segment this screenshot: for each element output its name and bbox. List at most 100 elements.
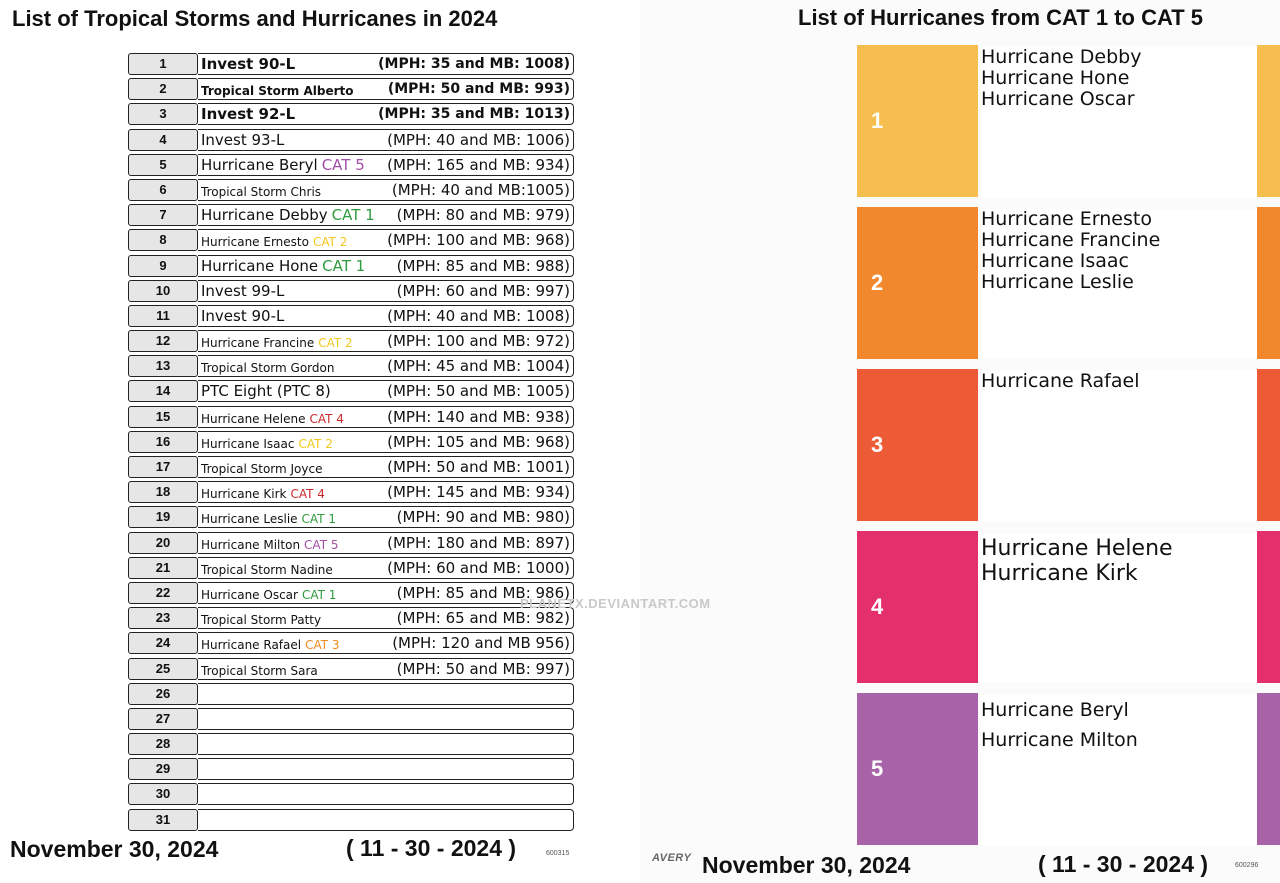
storm-name: Invest 99-L bbox=[201, 282, 288, 301]
storm-name: Tropical Storm Joyce bbox=[201, 460, 326, 479]
storm-category: CAT 1 bbox=[322, 256, 366, 275]
category-block-2: 2 Hurricane Ernesto Hurricane Francine Hurr… bbox=[857, 207, 1261, 359]
storm-name-text: Hurricane Leslie bbox=[201, 512, 298, 527]
page-title-left: List of Tropical Storms and Hurricanes i… bbox=[12, 6, 498, 31]
storm-stats: (MPH: 120 and MB 956) bbox=[392, 634, 570, 653]
category-number: 2 bbox=[871, 270, 884, 295]
footer-date-left: November 30, 2024 bbox=[10, 836, 219, 862]
row-number: 15 bbox=[128, 405, 198, 428]
row-number: 3 bbox=[128, 103, 198, 126]
row-number: 7 bbox=[128, 204, 198, 227]
row-number: 14 bbox=[128, 380, 198, 403]
storm-stats: (MPH: 60 and MB: 1000) bbox=[387, 558, 570, 577]
table-row: 8 Hurricane Ernesto CAT 2 (MPH: 100 and MB:… bbox=[126, 228, 576, 253]
table-row: 28 bbox=[126, 732, 576, 757]
table-row: 21 Tropical Storm Nadine (MPH: 60 and MB: … bbox=[126, 556, 576, 581]
storm-cell: Tropical Storm Patty (MPH: 65 and MB: 982… bbox=[198, 607, 574, 630]
table-row: 16 Hurricane Isaac CAT 2 (MPH: 105 and MB: … bbox=[126, 430, 576, 455]
footer-date-right: November 30, 2024 bbox=[702, 852, 911, 878]
row-number: 20 bbox=[128, 531, 198, 554]
storm-cell: Invest 93-L (MPH: 40 and MB: 1006) bbox=[198, 128, 574, 151]
row-number: 31 bbox=[128, 808, 198, 831]
storm-name: Hurricane Isaac CAT 2 bbox=[201, 435, 333, 454]
category-hurricane-list: Hurricane Debby Hurricane Hone Hurricane O… bbox=[981, 47, 1261, 197]
storm-name-text: Invest 92-L bbox=[201, 105, 296, 124]
storm-name: Tropical Storm Sara bbox=[201, 662, 322, 681]
category-color-swatch: 4 bbox=[857, 531, 978, 683]
storm-category: CAT 5 bbox=[321, 155, 365, 174]
category-hurricane-name: Hurricane Rafael bbox=[981, 370, 1140, 392]
storm-cell: Hurricane Debby CAT 1 (MPH: 80 and MB: 979… bbox=[198, 204, 574, 227]
table-row: 24 Hurricane Rafael CAT 3 (MPH: 120 and MB … bbox=[126, 631, 576, 656]
category-hurricane-name: Hurricane Milton bbox=[981, 729, 1138, 751]
storm-name: Hurricane Ernesto CAT 2 bbox=[201, 233, 347, 252]
storm-category: CAT 2 bbox=[318, 336, 353, 351]
storm-cell: Hurricane Beryl CAT 5 (MPH: 165 and MB: 93… bbox=[198, 153, 574, 176]
row-number: 9 bbox=[128, 254, 198, 277]
storm-category: CAT 2 bbox=[298, 436, 333, 451]
row-number: 26 bbox=[128, 682, 198, 705]
category-hurricane-list: Hurricane Helene Hurricane Kirk bbox=[981, 533, 1261, 683]
left-page: List of Tropical Storms and Hurricanes i… bbox=[10, 6, 576, 862]
storm-cell: Tropical Storm Nadine (MPH: 60 and MB: 10… bbox=[198, 556, 574, 580]
table-row: 12 Hurricane Francine CAT 2 (MPH: 100 and M… bbox=[126, 329, 576, 354]
storm-name-text: Tropical Storm Gordon bbox=[201, 361, 335, 376]
table-row: 9 Hurricane Hone CAT 1 (MPH: 85 and MB: 988… bbox=[126, 254, 576, 279]
category-hurricane-name: Hurricane Ernesto bbox=[981, 208, 1152, 230]
category-hurricane-list: Hurricane Ernesto Hurricane Francine Hurri… bbox=[981, 209, 1261, 359]
table-row: 22 Hurricane Oscar CAT 1 (MPH: 85 and MB: 9… bbox=[126, 581, 576, 606]
table-row: 10 Invest 99-L (MPH: 60 and MB: 997) bbox=[126, 279, 576, 304]
row-number: 22 bbox=[128, 581, 198, 604]
storm-cell: Tropical Storm Chris (MPH: 40 and MB:1005… bbox=[198, 178, 574, 201]
row-number: 16 bbox=[128, 430, 198, 453]
storm-name-text: Tropical Storm Patty bbox=[201, 613, 322, 628]
storm-category: CAT 1 bbox=[301, 587, 337, 602]
category-color-swatch: 2 bbox=[857, 207, 978, 359]
category-color-edge bbox=[1257, 207, 1280, 359]
row-number: 13 bbox=[128, 355, 198, 378]
storm-stats: (MPH: 100 and MB: 968) bbox=[387, 231, 570, 250]
storm-name: Invest 93-L bbox=[201, 131, 288, 150]
storm-cell: Hurricane Francine CAT 2 (MPH: 100 and MB:… bbox=[198, 330, 574, 353]
table-row: 6 Tropical Storm Chris (MPH: 40 and MB:100… bbox=[126, 178, 576, 203]
storm-cell: Hurricane Helene CAT 4 (MPH: 140 and MB: 9… bbox=[198, 405, 574, 428]
storm-stats: (MPH: 40 and MB: 1006) bbox=[387, 130, 570, 149]
storm-name: Hurricane Beryl CAT 5 bbox=[201, 156, 365, 175]
table-row: 26 bbox=[126, 682, 576, 707]
form-number-right: 600296 bbox=[1235, 862, 1259, 869]
storm-name: Tropical Storm Gordon bbox=[201, 359, 338, 378]
storm-name: Hurricane Francine CAT 2 bbox=[201, 334, 353, 353]
right-page: List of Hurricanes from CAT 1 to CAT 5 1… bbox=[640, 0, 1280, 883]
category-color-swatch: 5 bbox=[857, 693, 978, 845]
page-title-right: List of Hurricanes from CAT 1 to CAT 5 bbox=[798, 5, 1204, 30]
table-row: 5 Hurricane Beryl CAT 5 (MPH: 165 and MB: 9… bbox=[126, 153, 576, 178]
table-row: 17 Tropical Storm Joyce (MPH: 50 and MB: 1… bbox=[126, 455, 576, 480]
storm-cell: Tropical Storm Joyce (MPH: 50 and MB: 100… bbox=[198, 456, 574, 478]
storm-name-text: Hurricane Rafael bbox=[201, 638, 302, 653]
storm-stats: (MPH: 35 and MB: 1013) bbox=[378, 106, 570, 123]
table-row: 20 Hurricane Milton CAT 5 (MPH: 180 and MB:… bbox=[126, 531, 576, 556]
storm-name-text: Hurricane Isaac bbox=[201, 436, 295, 451]
storm-cell bbox=[198, 682, 574, 705]
storm-name: Hurricane Oscar CAT 1 bbox=[201, 586, 336, 605]
category-hurricane-name: Hurricane Debby bbox=[981, 46, 1142, 68]
table-row: 2 Tropical Storm Alberto (MPH: 50 and MB: … bbox=[126, 77, 576, 102]
storm-category: CAT 5 bbox=[304, 537, 339, 552]
footer-date-code-right: ( 11 - 30 - 2024 ) bbox=[1038, 851, 1209, 877]
category-hurricane-name: Hurricane Beryl bbox=[981, 699, 1129, 721]
table-row: 19 Hurricane Leslie CAT 1 (MPH: 90 and MB: … bbox=[126, 505, 576, 530]
storm-name-text: Tropical Storm Sara bbox=[201, 663, 318, 678]
storm-table: 1 Invest 90-L (MPH: 35 and MB: 1008) 2 Tropi… bbox=[126, 52, 576, 833]
storm-cell: Invest 90-L (MPH: 40 and MB: 1008) bbox=[198, 304, 574, 327]
storm-cell: Hurricane Leslie CAT 1 (MPH: 90 and MB: 98… bbox=[198, 506, 574, 529]
storm-name: Tropical Storm Nadine bbox=[201, 561, 337, 580]
avery-logo: AVERY bbox=[652, 852, 692, 864]
storm-name-text: Hurricane Milton bbox=[201, 537, 301, 552]
storm-category: CAT 1 bbox=[301, 512, 336, 527]
table-row: 18 Hurricane Kirk CAT 4 (MPH: 145 and MB: 9… bbox=[126, 480, 576, 505]
storm-stats: (MPH: 145 and MB: 934) bbox=[387, 483, 570, 502]
table-row: 13 Tropical Storm Gordon (MPH: 45 and MB: … bbox=[126, 354, 576, 379]
table-row: 30 bbox=[126, 782, 576, 807]
storm-category: CAT 4 bbox=[290, 487, 325, 502]
row-number: 12 bbox=[128, 330, 198, 353]
